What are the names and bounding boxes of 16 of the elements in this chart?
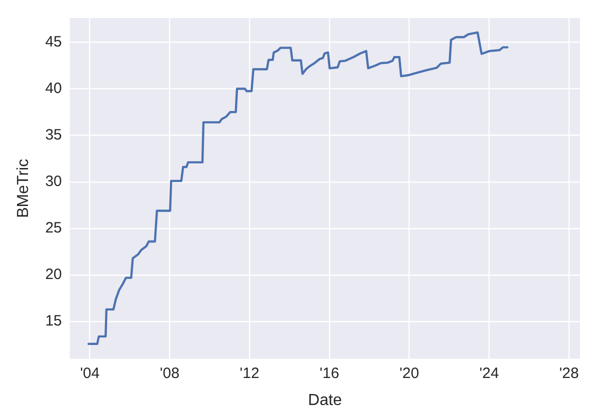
x-tick-label: '24: [479, 364, 499, 382]
y-tick-label: 25: [45, 220, 62, 237]
y-tick-label: 45: [45, 33, 62, 50]
y-tick-label: 35: [45, 126, 62, 144]
x-tick-label: '08: [160, 364, 180, 382]
x-tick-label: '16: [320, 364, 340, 382]
y-tick-label: 20: [45, 266, 62, 284]
y-tick-label: 30: [45, 173, 62, 190]
x-axis-title: Date: [308, 392, 342, 409]
x-tick-label: '12: [240, 364, 260, 382]
y-tick-label: 40: [45, 80, 62, 97]
x-tick-label: '04: [80, 364, 100, 382]
y-axis-title: BMeTric: [15, 158, 32, 218]
x-tick-label: '28: [559, 364, 579, 382]
y-tick-label: 15: [45, 312, 62, 330]
x-tick-label: '20: [400, 364, 420, 382]
